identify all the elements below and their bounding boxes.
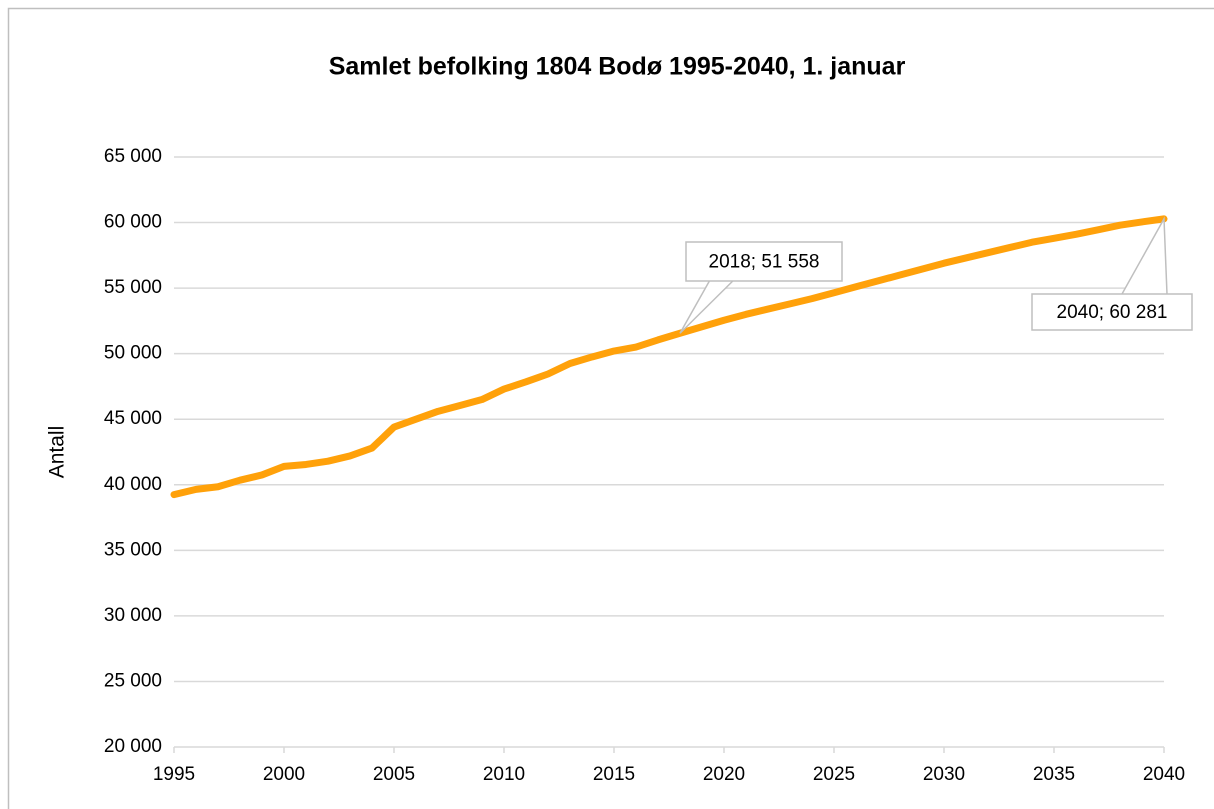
y-tick-label: 55 000: [104, 277, 162, 298]
y-axis-label: Antall: [46, 426, 69, 479]
x-tick-label: 2000: [263, 764, 305, 785]
callout-leader: [679, 280, 734, 334]
x-tick-label: 2020: [703, 764, 745, 785]
y-tick-label: 30 000: [104, 605, 162, 626]
callout-leader: [1121, 216, 1168, 295]
y-tick-label: 50 000: [104, 343, 162, 364]
callout-box: [1031, 293, 1193, 331]
x-tick-label: 2005: [373, 764, 415, 785]
y-tick-label: 25 000: [104, 670, 162, 691]
x-tick-label: 2030: [923, 764, 965, 785]
data-label: 2040; 60 281: [1057, 302, 1168, 323]
y-tick-label: 35 000: [104, 539, 162, 560]
x-tick-label: 2035: [1033, 764, 1075, 785]
data-label: 2018; 51 558: [709, 252, 820, 273]
y-tick-label: 40 000: [104, 474, 162, 495]
y-tick-label: 20 000: [104, 736, 162, 757]
chart-frame: [7, 7, 1214, 809]
x-tick-label: 2010: [483, 764, 525, 785]
y-tick-label: 45 000: [104, 408, 162, 429]
x-tick-label: 2015: [593, 764, 635, 785]
x-tick-label: 2025: [813, 764, 855, 785]
x-tick-label: 2040: [1143, 764, 1185, 785]
y-tick-label: 65 000: [104, 146, 162, 167]
chart-title: Samlet befolking 1804 Bodø 1995-2040, 1.…: [329, 53, 906, 81]
data-line: [170, 215, 1168, 499]
x-tick-label: 1995: [153, 764, 195, 785]
callout-box: [685, 241, 843, 282]
y-tick-label: 60 000: [104, 212, 162, 233]
